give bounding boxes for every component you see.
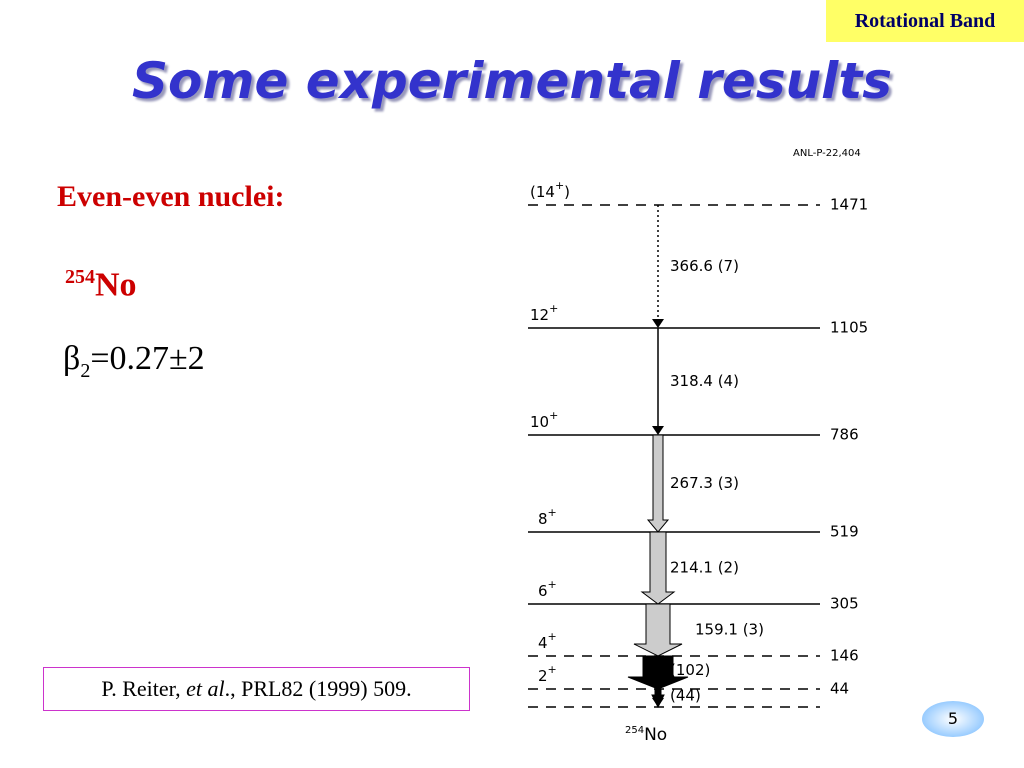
transition-energy: (44) [670, 687, 701, 705]
beta: β [63, 340, 81, 377]
spin-value: 6 [538, 582, 548, 600]
spin-value: (14 [530, 183, 555, 201]
gamma-arrow [640, 531, 676, 605]
spin-value: 4 [538, 634, 548, 652]
spin-value: 8 [538, 510, 548, 528]
parity: + [555, 179, 564, 192]
spin: 6+ [538, 578, 557, 600]
spin: 2+ [538, 663, 557, 685]
transition-energy: 159.1 (3) [695, 621, 764, 639]
index: 2 [80, 359, 91, 382]
transition-energy: 267.3 (3) [670, 474, 739, 492]
transition-energy: 214.1 (2) [670, 559, 739, 577]
spin: 12+ [530, 302, 558, 324]
spin-close: ) [564, 183, 570, 201]
arrow-head [652, 426, 664, 435]
energy: 44 [830, 680, 849, 698]
ground-label: 254No [625, 725, 667, 745]
parity: + [548, 578, 557, 591]
spin-value: 10 [530, 413, 549, 431]
spin: (14+) [530, 179, 570, 201]
transition-energy: (102) [670, 661, 710, 679]
energy: 305 [830, 595, 859, 613]
subtitle: Even-even nuclei: [57, 180, 285, 213]
authors: P. Reiter, [101, 676, 187, 701]
energy: 1471 [830, 196, 868, 214]
tag: Rotational Band [826, 0, 1024, 42]
reference: P. Reiter, et al., PRL82 (1999) 509. [43, 667, 470, 711]
energy: 146 [830, 647, 859, 665]
parity: + [549, 409, 558, 422]
mass: 254 [65, 266, 95, 288]
citation: ., PRL82 (1999) 509. [224, 676, 412, 701]
spin: 10+ [530, 409, 558, 431]
spin: 4+ [538, 630, 557, 652]
nucleus: 254No [65, 266, 137, 304]
gamma-arrow [633, 603, 683, 657]
transition-energy: 366.6 (7) [670, 257, 739, 275]
transition-energy: 318.4 (4) [670, 372, 739, 390]
gamma-arrow [646, 434, 670, 533]
arrow-head [652, 698, 664, 707]
title: Some experimental results [132, 52, 892, 110]
parity: + [549, 302, 558, 315]
spin-value: 2 [538, 667, 548, 685]
page-number: 5 [922, 701, 984, 737]
energy: 786 [830, 426, 859, 444]
deformation: β2=0.27±2 [63, 340, 205, 383]
energy: 519 [830, 523, 859, 541]
arrow-head [652, 319, 664, 328]
symbol: No [95, 266, 137, 304]
source: ANL-P-22,404 [793, 148, 861, 159]
energy: 1105 [830, 319, 868, 337]
mass: 254 [625, 725, 644, 736]
spin-value: 12 [530, 306, 549, 324]
gamma-arrow [627, 655, 689, 690]
symbol: No [644, 725, 667, 745]
spin: 8+ [538, 506, 557, 528]
parity: + [548, 506, 557, 519]
etal: et al [186, 676, 225, 701]
parity: + [548, 630, 557, 643]
parity: + [548, 663, 557, 676]
value: =0.27±2 [90, 340, 205, 377]
